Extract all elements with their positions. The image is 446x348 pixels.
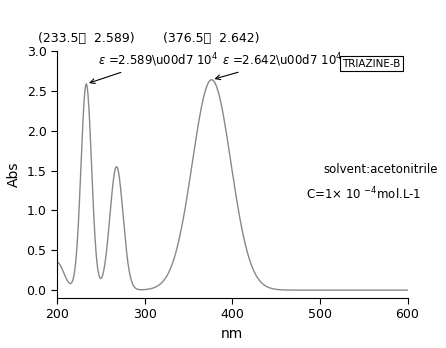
X-axis label: nm: nm — [221, 327, 244, 341]
Text: solvent:acetonitrile: solvent:acetonitrile — [323, 163, 438, 176]
Text: (233.5，  2.589): (233.5， 2.589) — [38, 32, 135, 45]
Text: (376.5，  2.642): (376.5， 2.642) — [163, 32, 260, 45]
Text: $\it{\varepsilon}$ =2.642\u00d7 10$^4$: $\it{\varepsilon}$ =2.642\u00d7 10$^4$ — [215, 51, 342, 80]
Y-axis label: Abs: Abs — [7, 162, 21, 188]
Text: $\it{\varepsilon}$ =2.589\u00d7 10$^4$: $\it{\varepsilon}$ =2.589\u00d7 10$^4$ — [90, 51, 218, 84]
Text: C=1$\times$ 10 $^{-4}$mol.L-1: C=1$\times$ 10 $^{-4}$mol.L-1 — [306, 186, 421, 203]
Text: TRIAZINE-B: TRIAZINE-B — [342, 58, 401, 69]
